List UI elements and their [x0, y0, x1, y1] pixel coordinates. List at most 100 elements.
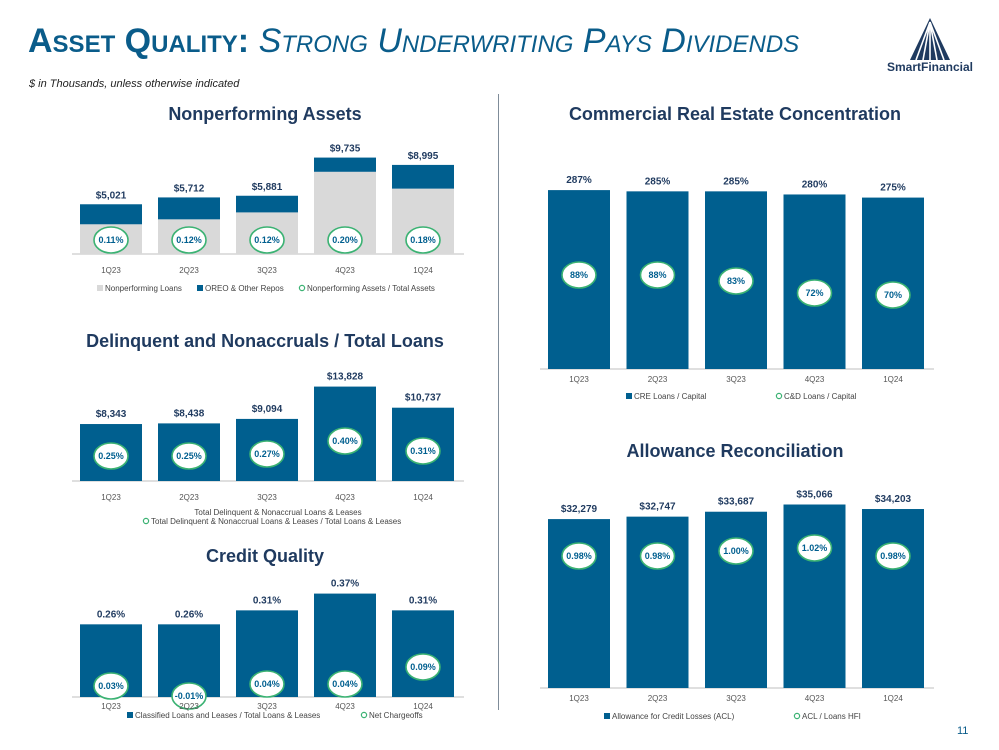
dlq-ratio-circle [405, 437, 441, 465]
cre-value-label: 275% [880, 183, 906, 194]
chart-title-acl: Allowance Reconciliation [626, 441, 844, 461]
dlq-value-label: $8,438 [174, 408, 205, 419]
npa-category-label: 1Q24 [413, 266, 433, 275]
cq-value-label: 0.26% [175, 609, 203, 620]
dlq-ratio-label: 0.25% [98, 451, 124, 461]
npa-total-label: $5,021 [96, 190, 127, 201]
npa-total-label: $5,712 [174, 183, 205, 194]
npa-ratio-circle [171, 226, 207, 254]
acl-bar [783, 504, 846, 688]
page-number: 11 [957, 725, 969, 737]
acl-value-label: $35,066 [796, 490, 833, 501]
npa-legend-ratio-swatch [298, 284, 306, 292]
cre-ratio-circle [561, 261, 597, 289]
dlq-value-label: $8,343 [96, 409, 127, 420]
cre-category-label: 1Q24 [883, 375, 903, 384]
dlq-ratio-label: 0.27% [254, 449, 280, 459]
acl-legend-ratio-text: ACL / Loans HFI [802, 712, 861, 721]
chart-title-cre: Commercial Real Estate Concentration [568, 104, 902, 124]
dlq-value-label: $10,737 [405, 393, 442, 404]
cq-value-label: 0.31% [253, 595, 281, 606]
dlq-ratio-label: 0.40% [332, 436, 358, 446]
title-sub: Strong Underwriting Pays Dividends [258, 22, 800, 60]
acl-ratio-circle [718, 537, 754, 565]
npa-ratio-label: 0.12% [254, 235, 280, 245]
cre-value-label: 280% [802, 179, 828, 190]
cre-ratio-label: 70% [884, 290, 902, 300]
cq-legend-ratio-text: Net Chargeoffs [369, 711, 423, 720]
logo-text: SmartFinancial [886, 60, 974, 74]
chart-title-npa: Nonperforming Assets [168, 104, 362, 124]
acl-ratio-label: 1.00% [723, 546, 749, 556]
cq-legend-ratio-swatch [360, 711, 368, 719]
acl-category-label: 2Q23 [648, 694, 668, 703]
dlq-ratio-circle [171, 442, 207, 470]
cre-value-label: 285% [645, 176, 671, 187]
acl-ratio-circle [796, 534, 833, 562]
chart-title-cq: Credit Quality [205, 546, 325, 566]
acl-ratio-label: 1.02% [802, 543, 828, 553]
dlq-legend-ratio-swatch [142, 517, 150, 525]
chart-title-dlq: Delinquent and Nonaccruals / Total Loans [86, 331, 444, 351]
cre-category-label: 2Q23 [648, 375, 668, 384]
acl-legend-series-swatch [604, 713, 610, 719]
cre-value-label: 285% [723, 176, 749, 187]
cq-legend-series-swatch [127, 712, 133, 718]
dlq-legend-ratio-text: Total Delinquent & Nonaccrual Loans & Le… [151, 517, 401, 526]
npa-category-label: 1Q23 [101, 266, 121, 275]
acl-ratio-label: 0.98% [645, 551, 671, 561]
cq-value-label: 0.26% [97, 609, 125, 620]
cq-ratio-label: 0.04% [332, 679, 358, 689]
logo-mark-icon [910, 18, 950, 61]
cre-ratio-circle [718, 267, 754, 295]
cq-category-label: 2Q23 [179, 702, 199, 711]
dlq-value-label: $13,828 [327, 372, 364, 383]
dlq-ratio-circle [93, 442, 129, 470]
acl-category-label: 1Q23 [569, 694, 589, 703]
column-divider [498, 94, 499, 710]
cq-ratio-circle [93, 672, 129, 700]
title-main: Asset Quality: [28, 22, 250, 60]
cq-value-label: 0.37% [331, 579, 359, 590]
page-subtitle: $ in Thousands, unless otherwise indicat… [29, 78, 240, 90]
cre-ratio-label: 72% [805, 288, 823, 298]
smartfinancial-logo: SmartFinancial [880, 16, 980, 78]
cre-ratio-label: 88% [570, 270, 588, 280]
cq-value-label: 0.31% [409, 595, 437, 606]
npa-ratio-label: 0.11% [98, 235, 123, 245]
cq-ratio-circle [249, 670, 285, 698]
cq-category-label: 1Q23 [101, 702, 121, 711]
cre-ratio-circle [639, 261, 676, 289]
dlq-category-label: 1Q24 [413, 493, 433, 502]
cq-category-label: 1Q24 [413, 702, 433, 711]
cre-category-label: 1Q23 [569, 375, 589, 384]
acl-ratio-label: 0.98% [880, 551, 906, 561]
cre-ratio-label: 88% [648, 270, 666, 280]
npa-ratio-label: 0.20% [332, 235, 358, 245]
cq-ratio-label: 0.03% [98, 681, 124, 691]
npa-legend-ratio-text: Nonperforming Assets / Total Assets [307, 284, 435, 293]
cre-ratio-circle [796, 279, 833, 307]
acl-ratio-label: 0.98% [566, 551, 592, 561]
npa-ratio-label: 0.18% [410, 235, 436, 245]
npa-bar-oreo [80, 204, 142, 225]
acl-legend-ratio-swatch [793, 712, 801, 720]
cre-value-label: 287% [566, 175, 592, 186]
dlq-category-label: 1Q23 [101, 493, 121, 502]
dlq-ratio-label: 0.31% [410, 446, 436, 456]
cq-ratio-circle [171, 682, 207, 710]
cq-ratio-label: -0.01% [175, 691, 204, 701]
dlq-ratio-label: 0.25% [176, 451, 202, 461]
npa-category-label: 3Q23 [257, 266, 277, 275]
npa-category-label: 2Q23 [179, 266, 199, 275]
acl-value-label: $33,687 [718, 497, 755, 508]
cq-category-label: 4Q23 [335, 702, 355, 711]
cre-legend-ratio-text: C&D Loans / Capital [784, 392, 857, 401]
npa-ratio-circle [249, 226, 285, 254]
acl-value-label: $34,203 [875, 494, 912, 505]
